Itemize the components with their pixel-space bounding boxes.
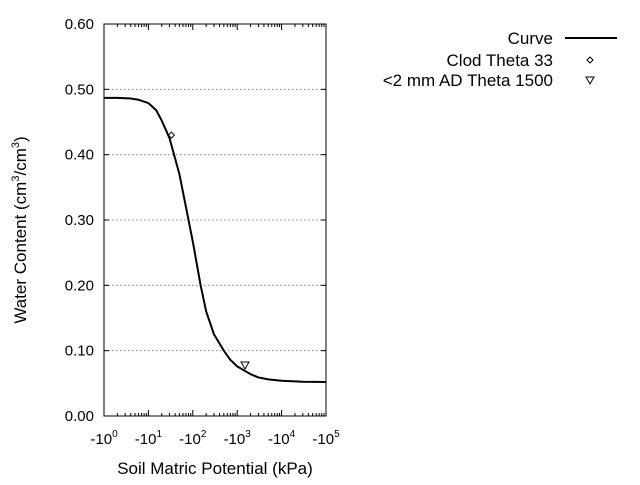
y-tick-label: 0.60	[65, 16, 94, 33]
y-axis-title-main: Water Content (cm	[11, 182, 30, 324]
diamond-marker	[167, 131, 176, 139]
legend-item-ad-theta-1500: <2 mm AD Theta 1500	[383, 71, 595, 90]
curve-layer	[104, 96, 327, 384]
marker-layer	[167, 131, 250, 371]
x-tick-label-exponent: 5	[334, 429, 340, 440]
x-tick-label-base: -10	[312, 431, 334, 448]
x-tick-label: -105	[312, 429, 340, 448]
x-tick-label: -102	[179, 429, 207, 448]
y-tick-label: 0.00	[65, 408, 94, 425]
y-axis-title-sup2: 3	[10, 142, 22, 148]
y-axis-title-mid: /cm	[11, 148, 30, 175]
x-tick-label-base: -10	[90, 431, 112, 448]
x-tick-label-base: -10	[268, 431, 290, 448]
y-tick-label: 0.40	[65, 147, 94, 164]
curve-line	[104, 96, 327, 384]
x-tick-label-exponent: 0	[112, 429, 118, 440]
x-tick-label-base: -10	[224, 431, 246, 448]
x-tick-label-base: -10	[179, 431, 201, 448]
y-tick-label: 0.30	[65, 212, 94, 229]
triangle-marker	[585, 76, 595, 86]
x-tick-label-exponent: 3	[245, 429, 251, 440]
axis-ticks	[103, 23, 327, 417]
y-tick-label: 0.50	[65, 81, 94, 98]
y-axis-title-end: )	[11, 136, 30, 142]
x-tick-label: -101	[135, 429, 163, 448]
diamond-marker	[586, 56, 594, 64]
legend-triangle-swatch	[585, 76, 595, 86]
legend-item-curve: Curve	[508, 29, 617, 48]
x-tick-label-exponent: 2	[201, 429, 207, 440]
triangle-marker	[240, 361, 250, 371]
legend-item-clod-theta-33: Clod Theta 33	[447, 51, 594, 70]
x-tick-label-base: -10	[135, 431, 157, 448]
x-tick-label: -103	[224, 429, 252, 448]
x-axis-title: Soil Matric Potential (kPa)	[117, 459, 313, 478]
x-tick-labels: -100 -101 -102 -103 -104 -105	[90, 429, 340, 448]
legend-label-clod-theta-33: Clod Theta 33	[447, 51, 553, 70]
y-tick-label: 0.20	[65, 277, 94, 294]
y-tick-labels: 0.00 0.10 0.20 0.30 0.40 0.50 0.60	[65, 16, 94, 425]
x-tick-label-exponent: 1	[156, 429, 162, 440]
legend: Curve Clod Theta 33 <2 mm AD Theta 1500	[383, 29, 617, 90]
legend-label-curve: Curve	[508, 29, 553, 48]
x-tick-label: -104	[268, 429, 296, 448]
y-axis-title: Water Content (cm3/cm3)	[10, 136, 30, 323]
legend-label-ad-theta-1500: <2 mm AD Theta 1500	[383, 71, 553, 90]
legend-diamond-swatch	[586, 56, 594, 64]
x-tick-label: -100	[90, 429, 118, 448]
y-tick-label: 0.10	[65, 343, 94, 360]
x-tick-label-exponent: 4	[290, 429, 296, 440]
grid-lines	[104, 88, 326, 352]
y-axis-title-sup1: 3	[10, 176, 22, 182]
